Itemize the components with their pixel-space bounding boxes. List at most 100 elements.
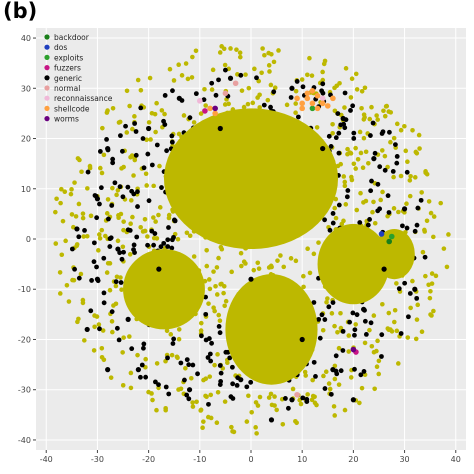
cluster-dot (146, 120, 152, 125)
generic-dot (394, 160, 400, 166)
cluster-blob (123, 249, 205, 330)
point-normal (294, 391, 300, 398)
generic-dot (170, 341, 176, 346)
cluster-dot (154, 361, 160, 366)
cluster-dot (176, 327, 182, 332)
panel-label: (b) (3, 0, 38, 23)
cluster-dot (131, 173, 136, 178)
cluster-dot (91, 348, 97, 353)
generic-dot (193, 91, 199, 97)
cluster-dot (288, 256, 294, 261)
cluster-dot (128, 370, 134, 376)
generic-dot (133, 129, 139, 134)
cluster-dot (229, 424, 234, 430)
cluster-dot (359, 385, 365, 391)
cluster-dot (260, 46, 265, 51)
generic-dot (227, 355, 233, 361)
cluster-dot (358, 150, 364, 156)
cluster-dot (207, 374, 213, 379)
generic-dot (116, 337, 122, 343)
cluster-dot (107, 261, 113, 266)
point-normal (232, 80, 239, 87)
cluster-dot (100, 328, 106, 333)
generic-dot (101, 290, 107, 296)
cluster-dot (75, 319, 80, 325)
generic-dot (230, 381, 236, 387)
generic-dot (88, 308, 94, 314)
cluster-dot (203, 103, 208, 108)
cluster-dot (360, 165, 366, 171)
cluster-dot (362, 85, 368, 91)
cluster-dot (391, 174, 396, 180)
cluster-dot (371, 199, 376, 205)
point-generic (412, 286, 418, 292)
cluster-dot (151, 183, 156, 189)
cluster-dot (146, 389, 151, 395)
cluster-dot (446, 232, 451, 237)
generic-dot (170, 88, 175, 94)
point-generic (248, 276, 254, 282)
cluster-dot (118, 275, 123, 280)
x-tick-label: 20 (348, 455, 358, 464)
cluster-dot (124, 130, 130, 135)
generic-dot (327, 227, 333, 233)
cluster-dot (251, 267, 257, 273)
cluster-dot (99, 345, 105, 351)
cluster-dot (76, 201, 82, 207)
generic-dot (379, 332, 385, 338)
cluster-dot (343, 202, 349, 207)
generic-dot (320, 90, 326, 96)
generic-dot (271, 89, 277, 95)
cluster-dot (59, 186, 64, 192)
cluster-dot (127, 103, 132, 109)
generic-dot (300, 395, 306, 401)
generic-dot (186, 396, 192, 402)
generic-dot (283, 396, 288, 401)
generic-dot (340, 348, 346, 353)
cluster-dot (272, 394, 277, 399)
cluster-dot (303, 373, 308, 378)
cluster-dot (309, 73, 315, 78)
point-generic (320, 145, 326, 152)
cluster-dot (121, 335, 126, 340)
point-generic (125, 316, 131, 322)
x-tick-label: -20 (142, 455, 155, 464)
cluster-dot (156, 212, 161, 218)
cluster-dot (214, 420, 220, 426)
generic-dot (161, 240, 167, 246)
generic-dot (114, 325, 120, 331)
cluster-dot (284, 102, 290, 108)
generic-dot (394, 154, 400, 159)
cluster-dot (230, 429, 235, 434)
cluster-dot (269, 402, 275, 408)
cluster-dot (386, 310, 392, 316)
generic-dot (363, 332, 369, 337)
generic-dot (348, 108, 353, 113)
generic-dot (319, 312, 325, 318)
cluster-dot (176, 387, 181, 392)
generic-dot (379, 354, 384, 359)
cluster-dot (309, 397, 315, 403)
point-worms (212, 105, 218, 112)
cluster-dot (311, 251, 317, 257)
x-tick-label: 40 (451, 455, 461, 464)
cluster-dot (81, 234, 86, 239)
cluster-dot (185, 76, 191, 82)
cluster-dot (96, 248, 101, 253)
legend-label-dos: dos (54, 43, 67, 52)
cluster-dot (116, 213, 121, 218)
generic-dot (152, 379, 158, 385)
generic-dot (106, 216, 111, 222)
cluster-dot (208, 415, 214, 421)
cluster-dot (310, 377, 315, 383)
cluster-dot (359, 105, 364, 111)
point-shellcode (314, 105, 321, 112)
generic-dot (338, 122, 344, 128)
cluster-dot (183, 61, 189, 66)
cluster-dot (374, 364, 380, 370)
cluster-dot (305, 72, 310, 78)
generic-dot (414, 222, 420, 228)
generic-dot (320, 81, 326, 87)
generic-dot (101, 255, 107, 261)
cluster-dot (293, 258, 299, 264)
